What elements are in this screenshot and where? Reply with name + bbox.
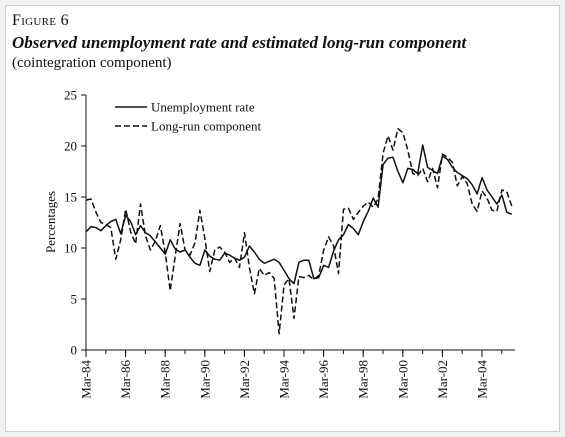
y-tick-label: 10 <box>64 241 77 256</box>
y-tick-label: 0 <box>71 343 78 358</box>
y-tick-label: 25 <box>64 88 77 103</box>
y-tick-label: 20 <box>64 139 77 154</box>
x-tick-label: Mar-98 <box>356 360 371 399</box>
chart-series <box>85 127 513 335</box>
legend-label: Unemployment rate <box>151 100 255 115</box>
chart-legend: Unemployment rate Long-run component <box>115 100 262 134</box>
x-tick-label: Mar-96 <box>316 360 331 399</box>
x-tick-label: Mar-00 <box>395 360 410 399</box>
x-tick-label: Mar-90 <box>197 360 212 399</box>
figure-subtitle: (cointegration component) <box>12 55 172 71</box>
x-tick-label: Mar-84 <box>79 360 94 399</box>
y-tick-label: 5 <box>71 292 78 307</box>
legend-label: Long-run component <box>151 119 262 134</box>
series-line-long-run-component <box>85 127 513 335</box>
y-tick-label: 15 <box>64 190 77 205</box>
chart-axes: 0 5 10 15 20 25 Mar-84 Mar-86 Mar-88 Mar-90 Mar-92… <box>64 88 515 399</box>
figure-title: Observed unemployment rate and estimated… <box>12 33 467 52</box>
x-tick-label: Mar-88 <box>158 360 173 399</box>
series-line-unemployment-rate <box>85 144 513 285</box>
x-tick-label: Mar-92 <box>237 360 252 399</box>
y-axis-label: Percentages <box>43 191 58 253</box>
x-tick-label: Mar-04 <box>475 360 490 399</box>
figure-label: Figure 6 <box>12 12 69 29</box>
x-tick-label: Mar-94 <box>277 360 292 399</box>
figure-frame <box>5 5 560 432</box>
x-tick-label: Mar-86 <box>118 360 133 399</box>
x-tick-label: Mar-02 <box>435 360 450 399</box>
